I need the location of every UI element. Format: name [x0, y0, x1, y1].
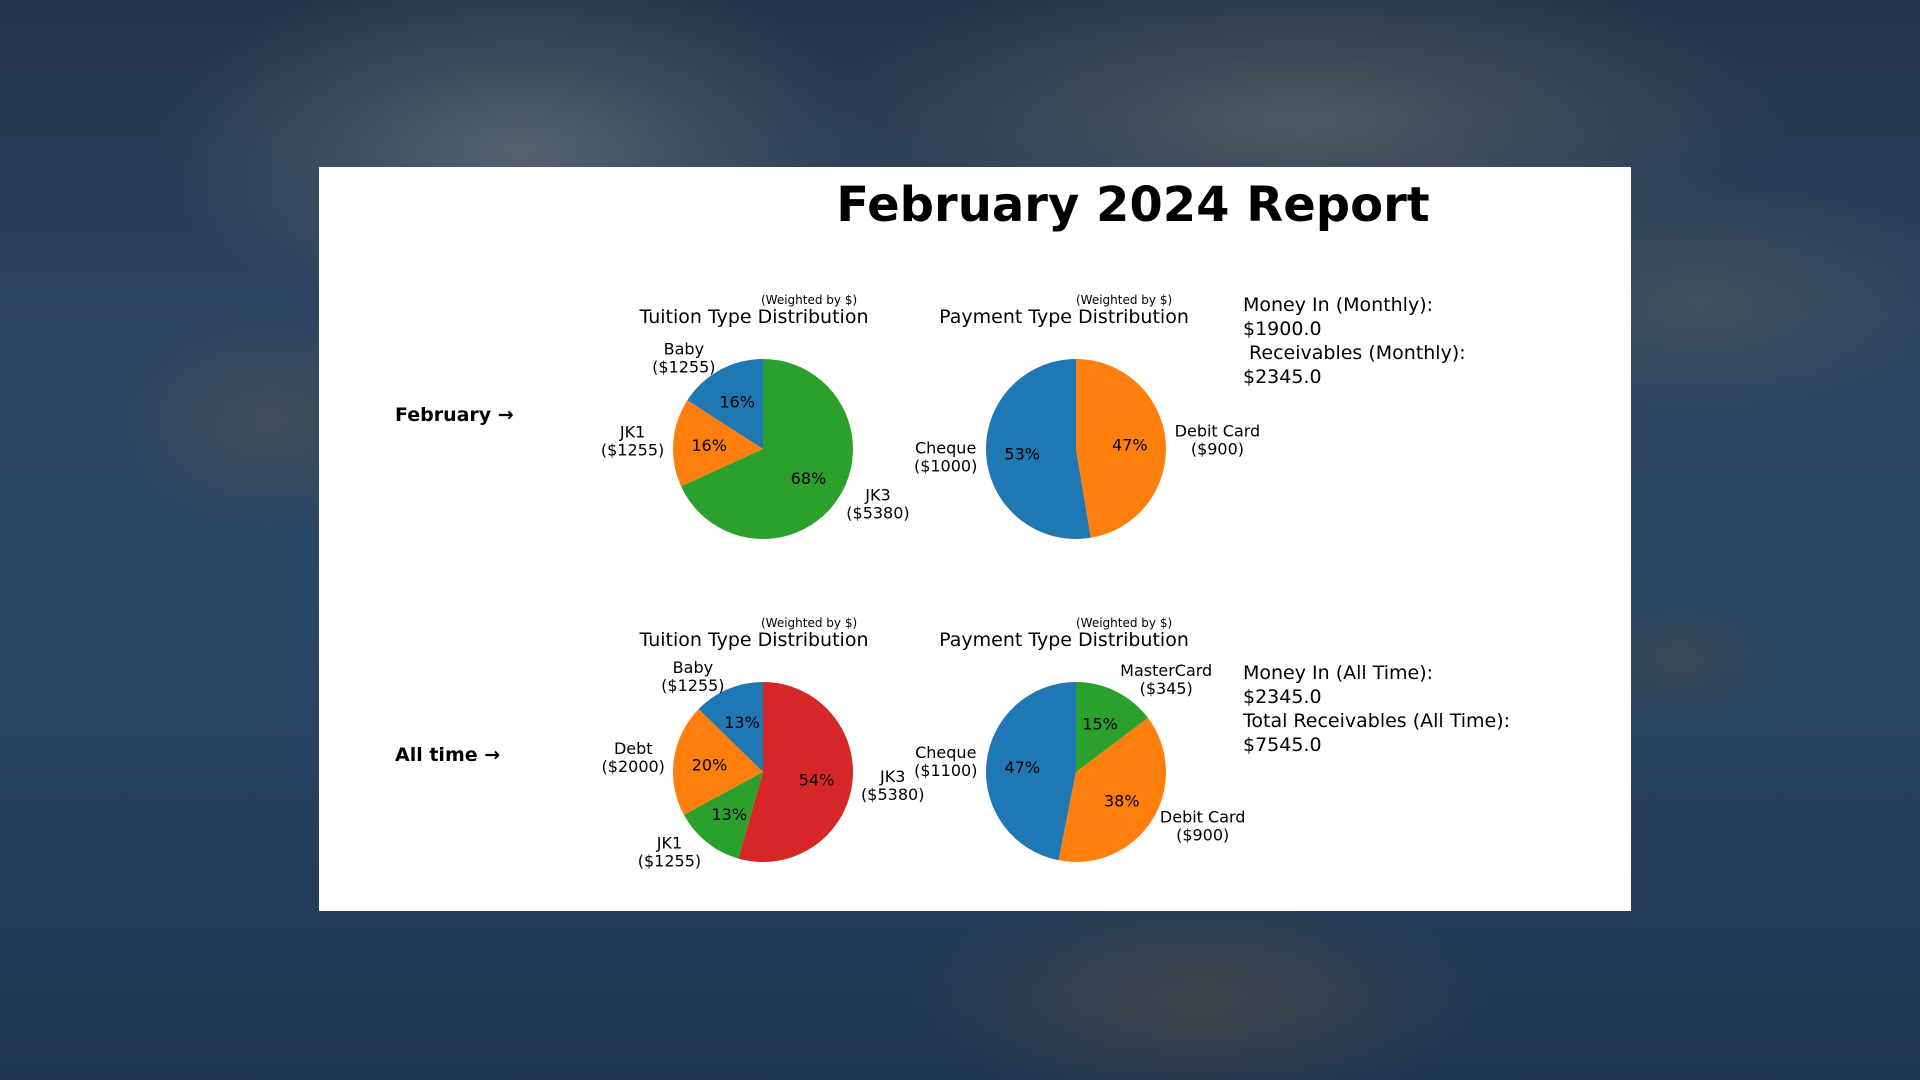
pie-outer-label-line: ($5380): [861, 785, 924, 804]
summary-line: $7545.0: [1243, 734, 1322, 756]
pie-slice-jk3: [738, 682, 853, 862]
pie-outer-label-line: ($900): [1176, 826, 1229, 845]
pie-outer-label: Cheque ($1100): [914, 743, 977, 780]
pie-percent-label: 47%: [1004, 758, 1040, 777]
pie-outer-label-line: ($345): [1140, 679, 1193, 698]
pie-percent-label: 38%: [1104, 792, 1140, 811]
pie-slice-cheque: [986, 359, 1091, 539]
report-figure: February 2024 Report February → (Weighte…: [319, 167, 1631, 911]
summary-line: Total Receivables (All Time):: [1243, 710, 1511, 732]
pie-chart-tuition-all-time: 13%Baby ($1255)20%Debt ($2000)13%JK1 ($1255…: [602, 658, 925, 870]
pie-slice-mastercard: [1076, 682, 1148, 772]
pie-outer-label-line: MasterCard: [1120, 661, 1212, 680]
pie-outer-label: Cheque ($1000): [914, 439, 977, 476]
report-title: February 2024 Report: [836, 177, 1430, 233]
chart-title-payment-all-time: Payment Type Distribution: [939, 629, 1189, 651]
pie-outer-label: Debit Card ($900): [1175, 421, 1261, 458]
pie-slice-debit-card: [1058, 717, 1166, 862]
summary-line: $1900.0: [1243, 318, 1322, 340]
summary-line: Money In (All Time):: [1243, 662, 1434, 684]
pie-outer-label: JK3 ($5380): [861, 767, 924, 804]
chart-subtitle: (Weighted by $): [761, 293, 858, 307]
chart-subtitle: (Weighted by $): [1076, 293, 1173, 307]
pie-outer-label-line: ($1255): [652, 358, 715, 377]
pie-slice-baby: [687, 359, 763, 449]
pie-outer-label-line: Debit Card: [1160, 808, 1246, 827]
pie-slice-cheque: [986, 682, 1076, 861]
summary-line: $2345.0: [1243, 686, 1322, 708]
pie-outer-label-line: Cheque: [915, 439, 976, 458]
pie-outer-label-line: JK3: [864, 486, 890, 505]
pie-outer-label: Debt ($2000): [602, 739, 665, 776]
chart-title-tuition-all-time: Tuition Type Distribution: [639, 629, 869, 651]
pie-chart-payment-monthly: 53% Cheque ($1000) 47% Debit Card ($900): [914, 359, 1261, 539]
summary-line: $2345.0: [1243, 366, 1322, 388]
pie-slice-jk1: [673, 400, 763, 487]
pie-outer-label-line: Debt: [614, 739, 653, 758]
chart-subtitle: (Weighted by $): [1076, 616, 1173, 630]
pie-outer-label: Baby ($1255): [652, 340, 715, 377]
pie-chart-payment-all-time: 47%Cheque ($1100)38%Debit Card ($900)15%Ma…: [914, 661, 1246, 862]
row-label-all-time: All time →: [395, 744, 501, 766]
pie-outer-label: JK1 ($1255): [601, 423, 664, 460]
pie-outer-label-line: ($900): [1191, 439, 1244, 458]
summary-all-time: Money In (All Time): $2345.0 Total Receiva…: [1243, 661, 1510, 757]
pie-percent-label: 15%: [1082, 715, 1118, 734]
pie-outer-label-line: JK3: [879, 767, 905, 786]
pie-outer-label-line: JK1: [656, 833, 682, 852]
pie-outer-label-line: JK1: [619, 423, 645, 442]
pie-percent-label: 13%: [724, 713, 760, 732]
pie-percent-label: 53%: [1004, 444, 1040, 463]
pie-percent-label: 16%: [719, 393, 755, 412]
chart-subtitle: (Weighted by $): [761, 616, 858, 630]
pie-outer-label-line: ($1100): [914, 761, 977, 780]
pie-percent-label: 20%: [692, 756, 728, 775]
pie-outer-label-line: ($5380): [846, 504, 909, 523]
row-label-february: February →: [395, 404, 514, 426]
pie-percent-label: 13%: [711, 805, 747, 824]
pie-outer-label: Debit Card ($900): [1160, 808, 1246, 845]
pie-slice-debt: [673, 709, 763, 815]
pie-outer-label: JK3 ($5380): [846, 486, 909, 523]
pie-outer-label: MasterCard ($345): [1120, 661, 1212, 698]
pie-slice-jk3: [681, 359, 853, 539]
pie-outer-label: JK1 ($1255): [638, 833, 701, 870]
pie-slice-jk1: [683, 772, 763, 859]
pie-outer-label-line: ($1255): [601, 441, 664, 460]
summary-monthly: Money In (Monthly): $1900.0 Receivables (…: [1243, 293, 1466, 389]
pie-percent-label: 47%: [1112, 436, 1148, 455]
pie-chart-tuition-monthly: 16%Baby ($1255)16%JK1 ($1255)68%JK3 ($5380): [601, 340, 910, 539]
pie-outer-label-line: Debit Card: [1175, 421, 1261, 440]
pie-percent-label: 68%: [791, 469, 827, 488]
pie-outer-label-line: Cheque: [915, 743, 976, 762]
pie-outer-label-line: ($2000): [602, 757, 665, 776]
chart-title-tuition-monthly: Tuition Type Distribution: [639, 306, 869, 328]
summary-line: Money In (Monthly):: [1243, 294, 1434, 316]
pie-percent-label: 16%: [691, 436, 727, 455]
chart-title-payment-monthly: Payment Type Distribution: [939, 306, 1189, 328]
pie-outer-label-line: ($1255): [638, 851, 701, 870]
pie-outer-label-line: ($1000): [914, 457, 977, 476]
pie-outer-label-line: ($1255): [661, 676, 724, 695]
pie-percent-label: 54%: [799, 770, 835, 789]
pie-outer-label: Baby ($1255): [661, 658, 724, 695]
pie-outer-label-line: Baby: [664, 340, 704, 359]
summary-line: Receivables (Monthly):: [1243, 342, 1466, 364]
pie-slice-debit-card: [1076, 359, 1166, 538]
pie-slice-baby: [698, 682, 763, 772]
pie-outer-label-line: Baby: [673, 658, 713, 677]
